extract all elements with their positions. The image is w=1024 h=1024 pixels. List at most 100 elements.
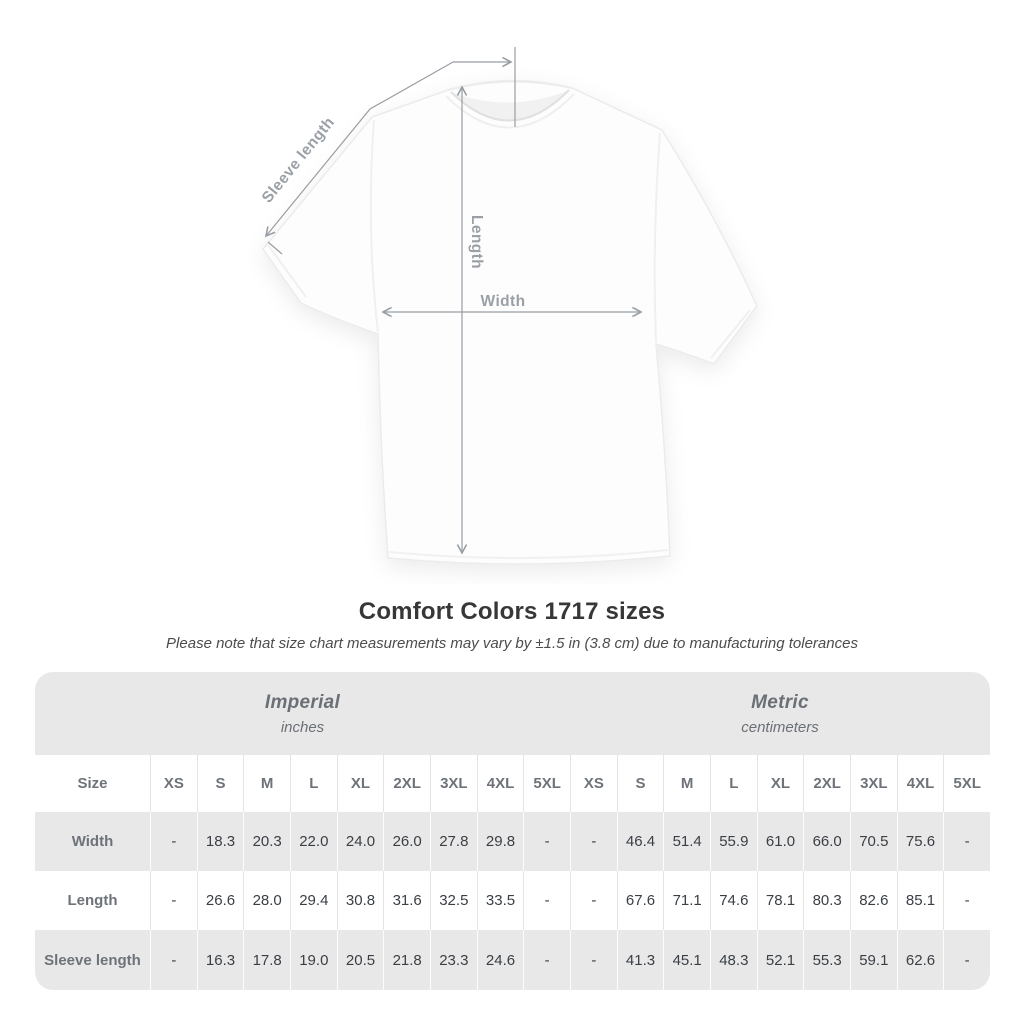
heading-block: Comfort Colors 1717 sizes Please note th… (0, 598, 1024, 652)
size-value: 23.3 (430, 930, 477, 990)
size-value: 46.4 (616, 812, 664, 871)
size-value: - (570, 871, 617, 930)
size-value: 55.3 (803, 930, 850, 990)
right-cuff-hem (710, 309, 751, 359)
left-sleeve-seam (369, 119, 379, 333)
size-value: 29.8 (476, 812, 524, 871)
size-value: 71.1 (663, 871, 710, 930)
metric-group-header: Metric centimeters (570, 672, 990, 755)
size-value: 82.6 (850, 871, 897, 930)
size-value: 26.0 (383, 812, 430, 871)
size-value: 78.1 (756, 871, 804, 930)
size-col-header: XL (336, 755, 384, 812)
tshirt-silhouette (262, 79, 758, 565)
size-value: 20.3 (243, 812, 290, 871)
size-value: 70.5 (850, 812, 897, 871)
size-value: 67.6 (616, 871, 664, 930)
size-chart-table: Imperial inches Metric centimeters Size X… (35, 672, 990, 990)
size-col-header: S (196, 755, 244, 812)
size-value: - (523, 871, 570, 930)
tshirt-diagram: Sleeve length Length Width (259, 47, 758, 565)
size-col-header: M (663, 755, 710, 812)
size-value: 75.6 (896, 812, 944, 871)
size-col-header: XS (570, 755, 617, 812)
size-value: 62.6 (896, 930, 944, 990)
size-value: 29.4 (290, 871, 337, 930)
size-col-header: 4XL (476, 755, 524, 812)
size-value: 17.8 (243, 930, 290, 990)
metric-group-name: Metric (751, 691, 809, 713)
size-value: 32.5 (430, 871, 477, 930)
size-value: 24.6 (476, 930, 524, 990)
size-col-header: 3XL (850, 755, 897, 812)
size-column-header: Size (35, 755, 150, 812)
size-value: 74.6 (710, 871, 757, 930)
size-value: - (150, 930, 197, 990)
size-col-header: L (710, 755, 757, 812)
row-label: Width (35, 812, 150, 871)
sleeve-measure-line (264, 61, 454, 238)
tshirt-graphic: Sleeve length Length Width (259, 47, 758, 565)
size-col-header: 5XL (523, 755, 570, 812)
size-value: 33.5 (476, 871, 524, 930)
imperial-group-header: Imperial inches (35, 672, 570, 755)
length-label: Length (468, 215, 485, 269)
page-title: Comfort Colors 1717 sizes (358, 598, 666, 625)
size-value: - (943, 871, 990, 930)
size-value: 48.3 (710, 930, 757, 990)
size-col-header: 4XL (896, 755, 944, 812)
size-value: 22.0 (290, 812, 337, 871)
size-value: 80.3 (803, 871, 850, 930)
size-col-header: 5XL (943, 755, 990, 812)
size-col-header: M (243, 755, 290, 812)
size-value: 26.6 (196, 871, 244, 930)
right-sleeve-seam (653, 132, 661, 343)
size-col-header: 2XL (383, 755, 430, 812)
size-value: 28.0 (243, 871, 290, 930)
size-value: - (523, 812, 570, 871)
metric-group-unit: centimeters (741, 718, 819, 736)
size-value: - (943, 930, 990, 990)
size-value: 16.3 (196, 930, 244, 990)
size-value: 85.1 (896, 871, 944, 930)
row-label: Sleeve length (35, 930, 150, 990)
size-col-header: XL (756, 755, 804, 812)
size-col-header: 3XL (430, 755, 477, 812)
size-value: 27.8 (430, 812, 477, 871)
measurement-lines (264, 47, 643, 555)
size-value: 20.5 (336, 930, 384, 990)
size-value: 61.0 (756, 812, 804, 871)
size-value: 30.8 (336, 871, 384, 930)
size-value: - (570, 812, 617, 871)
width-label: Width (481, 293, 526, 310)
size-col-header: L (290, 755, 337, 812)
imperial-group-name: Imperial (264, 691, 341, 713)
size-value: 18.3 (196, 812, 244, 871)
size-value: 51.4 (663, 812, 710, 871)
size-col-header: XS (150, 755, 197, 812)
size-value: 24.0 (336, 812, 384, 871)
size-value: 55.9 (710, 812, 757, 871)
size-value: - (570, 930, 617, 990)
cuff-tick (267, 241, 283, 255)
size-value: - (150, 812, 197, 871)
tolerance-note: Please note that size chart measurements… (166, 635, 858, 652)
size-value: 19.0 (290, 930, 337, 990)
size-value: 52.1 (756, 930, 804, 990)
size-col-header: S (616, 755, 664, 812)
size-col-header: 2XL (803, 755, 850, 812)
size-value: 21.8 (383, 930, 430, 990)
size-value: - (150, 871, 197, 930)
imperial-group-unit: inches (280, 718, 325, 736)
size-value: 45.1 (663, 930, 710, 990)
size-value: 41.3 (616, 930, 664, 990)
size-value: 31.6 (383, 871, 430, 930)
row-label: Length (35, 871, 150, 930)
size-value: 66.0 (803, 812, 850, 871)
hem-stitch (388, 549, 669, 560)
size-value: - (523, 930, 570, 990)
size-value: - (943, 812, 990, 871)
left-cuff-hem (267, 244, 307, 298)
size-value: 59.1 (850, 930, 897, 990)
